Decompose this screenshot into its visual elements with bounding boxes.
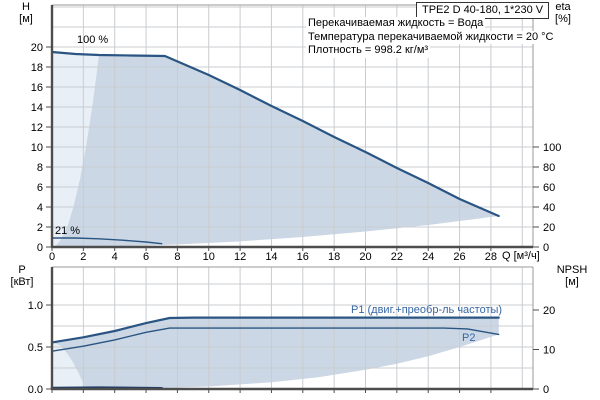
tick-label-right: 80 [543, 162, 555, 174]
axis-NPSH-unit: [м] [565, 276, 579, 288]
liquid-info-block: Перекачиваемая жидкость = Вода Температу… [306, 17, 556, 58]
axis-H-name: H [22, 1, 30, 13]
tick-label-left: 6 [37, 182, 43, 194]
tick-label-left: 18 [31, 62, 43, 74]
axis-label-Q: Q [м³/ч] [502, 250, 540, 262]
tick-label-x: 28 [485, 251, 497, 263]
low-flow-area [52, 52, 99, 247]
top-chart: 0 2 4 6 8 10 12 14 16 18 20 22 24 26 28024681012141618… [31, 4, 562, 263]
tick-label-right: 0 [543, 242, 549, 254]
tick-label-x: 8 [174, 251, 180, 263]
tick-label-left: 2 [37, 222, 43, 234]
axis-header-NPSH: NPSH [м] [547, 264, 597, 288]
tick-label-right: 20 [543, 305, 555, 317]
curve-h-min-speed [51, 237, 163, 245]
info-line-liquid: Перекачиваемая жидкость = Вода [306, 17, 486, 31]
tick-label-right: 10 [543, 345, 555, 357]
info-line-temperature: Температура перекачиваемой жидкости = 20… [306, 30, 556, 44]
bottom-frame [46, 266, 539, 393]
tick-label-x: 14 [265, 251, 277, 263]
axis-P-name: P [18, 264, 26, 276]
tick-label-left: 4 [37, 202, 43, 214]
power-low-flow-area [52, 342, 85, 389]
tick-label-x: 10 [203, 251, 215, 263]
pump-title-box: TPE2 D 40-180, 1*230 V [416, 2, 550, 19]
tick-label-left: 20 [31, 42, 43, 54]
tick-label-x: 2 [80, 251, 86, 263]
label-p1: P1 (двиг.+преобр-ль частоты) [351, 304, 503, 316]
label-speed-100: 100 % [77, 34, 109, 46]
power-range-area [52, 317, 499, 389]
tick-label-right: 40 [543, 202, 555, 214]
tick-label-x: 4 [112, 251, 118, 263]
tick-label-left: 0 [37, 242, 43, 254]
tick-label-left: 8 [37, 162, 43, 174]
tick-label-left: 1.0 [28, 300, 43, 312]
axis-NPSH-name: NPSH [556, 264, 588, 276]
tick-label-x: 24 [422, 251, 434, 263]
tick-label-x: 26 [453, 251, 465, 263]
tick-label-right: 20 [543, 222, 555, 234]
curve-p2 [51, 327, 500, 352]
tick-label-x: 12 [234, 251, 246, 263]
tick-label-left: 0.5 [28, 342, 43, 354]
tick-label-right: 0 [543, 384, 549, 396]
top-ticklabels: 0 2 4 6 8 10 12 14 16 18 20 22 24 26 28024681012141618… [31, 42, 562, 263]
tick-label-x: 16 [297, 251, 309, 263]
axis-header-P: P [кВт] [4, 264, 40, 288]
axis-header-H: H [м] [12, 1, 40, 25]
axis-header-eta: eta [%] [545, 1, 581, 25]
label-p2: P2 [462, 332, 476, 344]
label-speed-21: 21 % [55, 225, 81, 237]
bottom-ticklabels: 0.0 0.5 1.0 0 10 20 [28, 300, 556, 396]
tick-label-x: 6 [143, 251, 149, 263]
curve-p1 [50, 316, 500, 344]
tick-label-left: 16 [31, 82, 43, 94]
tick-label-left: 10 [31, 142, 43, 154]
tick-label-left: 12 [31, 122, 43, 134]
tick-label-x: 20 [359, 251, 371, 263]
tick-label-left: 14 [31, 102, 43, 114]
tick-label-x: 22 [391, 251, 403, 263]
tick-label-right: 60 [543, 182, 555, 194]
axis-eta-name: eta [555, 1, 571, 13]
info-line-density: Плотность = 998.2 кг/м³ [306, 44, 431, 58]
curve-h-max-speed [50, 50, 500, 218]
axis-H-unit: [м] [19, 13, 33, 25]
operating-range-area [52, 52, 499, 247]
tick-label-x: 0 [49, 251, 55, 263]
tick-label-x: 18 [328, 251, 340, 263]
tick-label-left: 0.0 [28, 384, 43, 396]
tick-label-right: 100 [543, 142, 561, 154]
axis-P-unit: [кВт] [10, 276, 34, 288]
bottom-chart: 0.0 0.5 1.0 0 10 20 [28, 266, 556, 396]
axis-eta-unit: [%] [555, 13, 571, 25]
